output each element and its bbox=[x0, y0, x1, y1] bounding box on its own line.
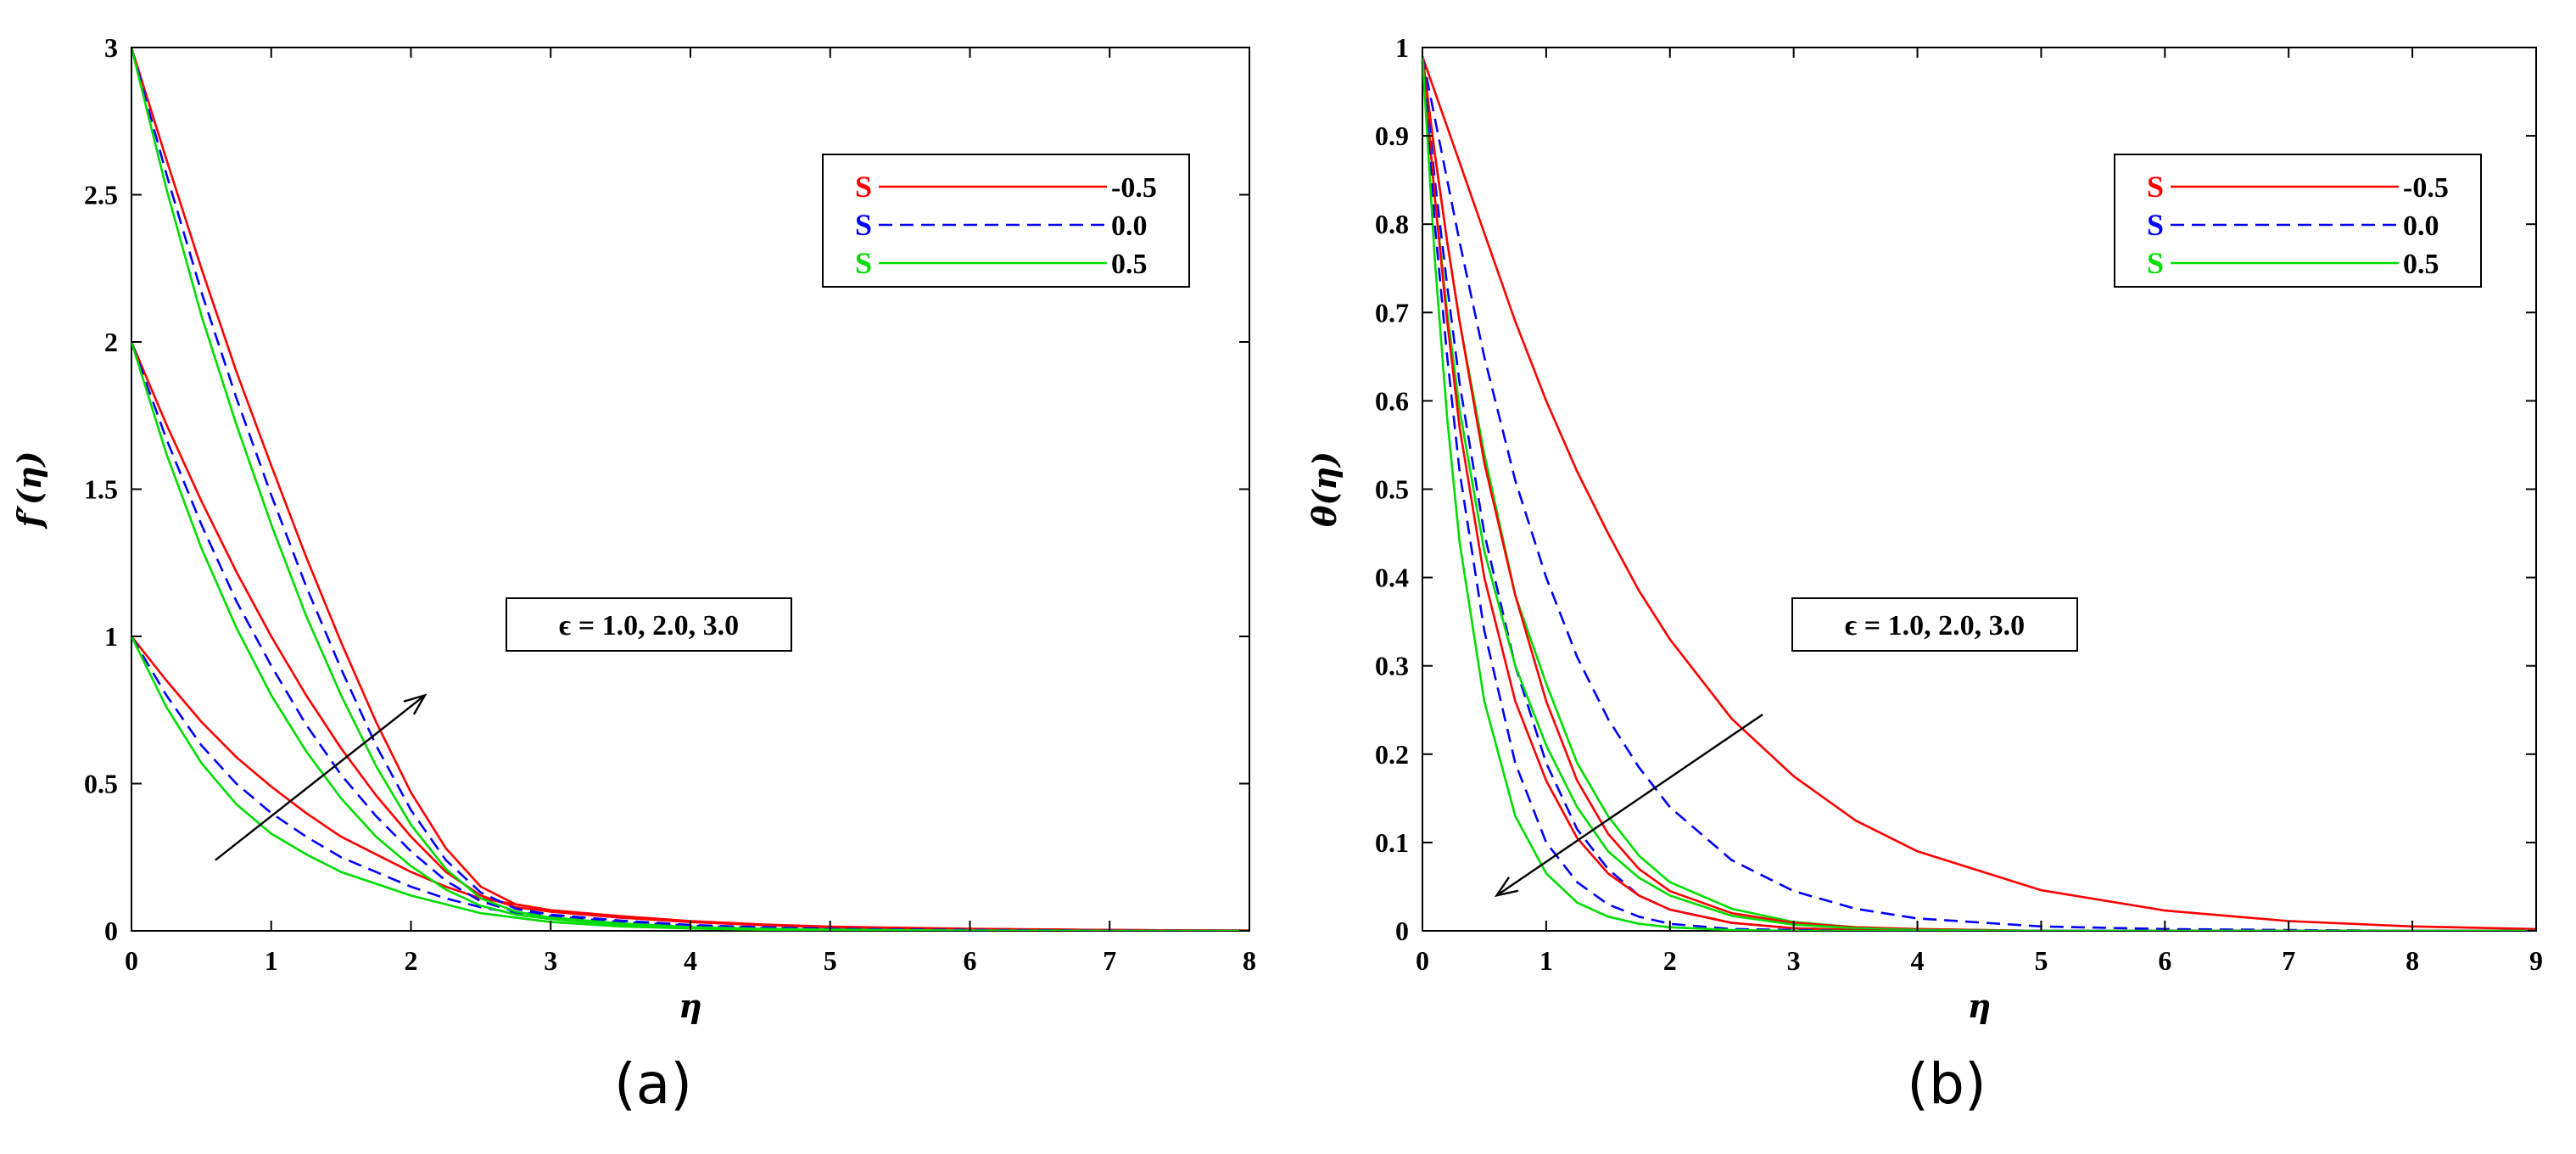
series-line-S-0.5-eps2.0 bbox=[1422, 56, 2536, 931]
x-axis-label: η bbox=[679, 987, 702, 1025]
x-tick-label: 4 bbox=[684, 945, 697, 976]
y-tick-label: 1 bbox=[104, 621, 118, 652]
y-tick-label: 0 bbox=[104, 916, 118, 946]
x-tick-label: 1 bbox=[265, 945, 278, 976]
x-tick-label: 2 bbox=[405, 945, 418, 976]
legend-value: -0.5 bbox=[1111, 172, 1157, 204]
chart-panel-a: 0 1 2 3 4 5 6 7 8 0 0.5 1 1.5 2 2.5 3 η f′(η) S -0.5 S 0.0 S 0.… bbox=[10, 32, 1256, 1117]
legend-symbol: S bbox=[855, 246, 872, 280]
annotation-box bbox=[1791, 597, 2078, 652]
x-tick-label: 5 bbox=[824, 945, 837, 976]
legend-value: 0.0 bbox=[2403, 210, 2439, 242]
y-tick-label: 0.7 bbox=[1375, 297, 1409, 328]
series-line-S-0.5-eps3.0 bbox=[1422, 56, 2536, 931]
legend-value: 0.5 bbox=[1111, 249, 1148, 280]
x-tick-label: 9 bbox=[2529, 945, 2543, 976]
legend-box bbox=[2114, 154, 2482, 288]
chart-panel-b: 0 1 2 3 4 5 6 7 8 9 0 0.1 0.2 0.3 0.4 0.5 0.6 0.7 0.8 0.9 1 η… bbox=[1305, 32, 2543, 1117]
y-tick-label: 0.4 bbox=[1375, 563, 1409, 593]
legend: S -0.5 S 0.0 S 0.5 bbox=[2114, 154, 2482, 288]
y-axis-label: θ(η) bbox=[1305, 451, 1344, 527]
y-tick-label: 2 bbox=[104, 327, 118, 357]
legend-value: 0.5 bbox=[2403, 249, 2439, 280]
x-tick-label: 8 bbox=[2406, 945, 2419, 976]
x-tick-label: 7 bbox=[1103, 945, 1116, 976]
trend-arrow bbox=[215, 693, 427, 861]
y-tick-label: 1 bbox=[1395, 32, 1409, 63]
y-tick-label: 2.5 bbox=[84, 180, 118, 210]
arrow-shaft bbox=[1495, 713, 1763, 897]
legend-value: 0.0 bbox=[1111, 210, 1148, 242]
series-line-S0.5-eps2.0 bbox=[1422, 56, 2536, 931]
series-line-S-0.5-eps1.0 bbox=[1422, 55, 2536, 931]
x-tick-label: 8 bbox=[1243, 945, 1256, 976]
x-tick-label: 0 bbox=[1416, 945, 1429, 976]
legend-value: -0.5 bbox=[2403, 172, 2449, 204]
legend: S -0.5 S 0.0 S 0.5 bbox=[822, 154, 1190, 288]
y-tick-label: 0.5 bbox=[84, 769, 118, 799]
x-tick-label: 6 bbox=[964, 945, 977, 976]
y-tick-label: 0.5 bbox=[1375, 474, 1409, 505]
curves bbox=[1422, 55, 2536, 931]
annotation-text: ϵ = 1.0, 2.0, 3.0 bbox=[559, 610, 739, 641]
y-tick-label: 3 bbox=[104, 32, 118, 63]
x-tick-label: 0 bbox=[125, 945, 138, 976]
curves bbox=[131, 48, 1249, 931]
x-axis-label: η bbox=[1968, 987, 1992, 1025]
y-axis-label: f′(η) bbox=[10, 451, 48, 530]
series-line-S0.5-eps3.0 bbox=[1422, 56, 2536, 931]
panel-label: (b) bbox=[1907, 1051, 1986, 1117]
legend-box bbox=[822, 154, 1190, 288]
x-tick-label: 3 bbox=[1787, 945, 1801, 976]
y-tick-label: 0.9 bbox=[1375, 120, 1409, 151]
series-line-S0.0-eps3.0 bbox=[131, 48, 1249, 931]
y-tick-label: 0.1 bbox=[1375, 827, 1409, 858]
x-tick-label: 1 bbox=[1539, 945, 1553, 976]
annotation-text: ϵ = 1.0, 2.0, 3.0 bbox=[1845, 610, 2025, 641]
arrow-shaft bbox=[215, 694, 426, 861]
legend-symbol: S bbox=[2147, 170, 2164, 204]
series-line-S0.0-eps3.0 bbox=[1422, 56, 2536, 931]
panel-label: (a) bbox=[614, 1051, 692, 1117]
y-tick-label: 0.2 bbox=[1375, 739, 1409, 770]
arrow-head bbox=[403, 693, 427, 715]
y-tick-label: 0.6 bbox=[1375, 385, 1409, 416]
y-tick-label: 0 bbox=[1395, 916, 1409, 946]
series-line-S-0.5-eps3.0 bbox=[131, 48, 1249, 931]
legend-symbol: S bbox=[2147, 246, 2164, 280]
x-tick-label: 4 bbox=[1911, 945, 1925, 976]
arrow-head bbox=[1494, 877, 1519, 898]
x-tick-label: 5 bbox=[2034, 945, 2048, 976]
series-line-S0.5-eps3.0 bbox=[131, 48, 1249, 931]
annotation-box bbox=[506, 597, 792, 652]
legend-symbol: S bbox=[855, 170, 872, 204]
x-tick-label: 7 bbox=[2282, 945, 2295, 976]
y-tick-label: 0.8 bbox=[1375, 209, 1409, 239]
x-tick-label: 3 bbox=[544, 945, 557, 976]
legend-symbol: S bbox=[2147, 208, 2164, 242]
trend-arrow bbox=[1494, 713, 1763, 898]
x-tick-label: 6 bbox=[2158, 945, 2171, 976]
legend-symbol: S bbox=[855, 208, 872, 242]
y-tick-label: 0.3 bbox=[1375, 651, 1409, 681]
y-tick-label: 1.5 bbox=[84, 474, 118, 505]
x-tick-label: 2 bbox=[1663, 945, 1677, 976]
